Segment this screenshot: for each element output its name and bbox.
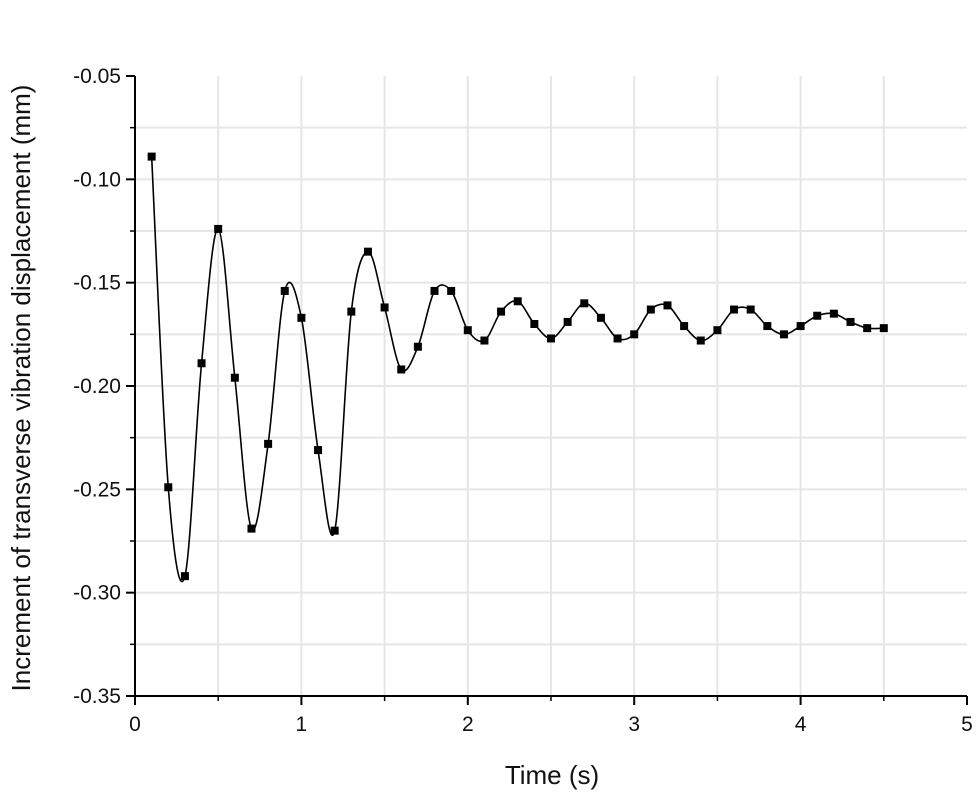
data-point (613, 334, 622, 343)
data-point (347, 307, 356, 316)
data-point (763, 322, 772, 331)
data-point (646, 305, 655, 314)
data-point (247, 524, 256, 533)
y-axis-title: Increment of transverse vibration displa… (6, 85, 36, 692)
data-point (430, 286, 439, 295)
data-point (829, 309, 838, 318)
data-point (497, 307, 506, 316)
data-point (663, 301, 672, 310)
x-tick-label: 5 (961, 713, 973, 736)
data-point (730, 305, 739, 314)
data-point (530, 320, 539, 328)
ticks: 0 1 2 3 4 5 -0.35 -0.30 -0.25 -0.20 -0.15 -0.10 -0.0… (73, 65, 973, 736)
data-point (463, 326, 472, 335)
data-point (580, 299, 589, 308)
data-point (547, 334, 555, 343)
series (147, 152, 888, 583)
data-point (197, 359, 206, 368)
data-point (230, 373, 239, 382)
y-tick-label: -0.35 (73, 685, 121, 708)
data-point (480, 336, 489, 345)
x-tick-label: 0 (129, 713, 141, 736)
data-point (447, 286, 456, 295)
x-tick-label: 4 (795, 713, 807, 736)
data-point (630, 330, 639, 339)
y-tick-label: -0.15 (73, 272, 121, 295)
data-point (164, 483, 173, 492)
data-point (330, 526, 339, 535)
data-point (863, 324, 872, 333)
data-point (314, 446, 323, 455)
data-point (297, 313, 306, 322)
y-tick-label: -0.05 (73, 65, 121, 88)
data-point (796, 322, 805, 331)
data-point (397, 365, 406, 374)
data-point (813, 311, 822, 320)
data-point (696, 336, 705, 345)
x-tick-label: 1 (296, 713, 308, 736)
data-point (513, 297, 522, 306)
data-point (280, 286, 289, 295)
data-point (746, 305, 755, 314)
x-tick-label: 2 (462, 713, 474, 736)
data-point (596, 313, 605, 322)
data-point (713, 326, 722, 335)
data-point (413, 342, 422, 351)
y-tick-label: -0.30 (73, 582, 121, 605)
data-point (680, 322, 689, 331)
data-point (214, 224, 223, 233)
y-tick-label: -0.10 (73, 168, 121, 191)
data-point (180, 572, 189, 581)
data-point (563, 317, 572, 326)
data-point (264, 439, 273, 448)
data-point (380, 303, 389, 312)
data-point (779, 330, 788, 339)
data-point (147, 152, 156, 161)
y-tick-label: -0.25 (73, 478, 121, 501)
x-tick-label: 3 (628, 713, 640, 736)
data-point (879, 324, 888, 333)
data-point (846, 317, 855, 326)
x-axis-title: Time (s) (505, 760, 599, 790)
y-tick-label: -0.20 (73, 375, 121, 398)
grid (135, 76, 967, 696)
data-point (363, 247, 372, 256)
